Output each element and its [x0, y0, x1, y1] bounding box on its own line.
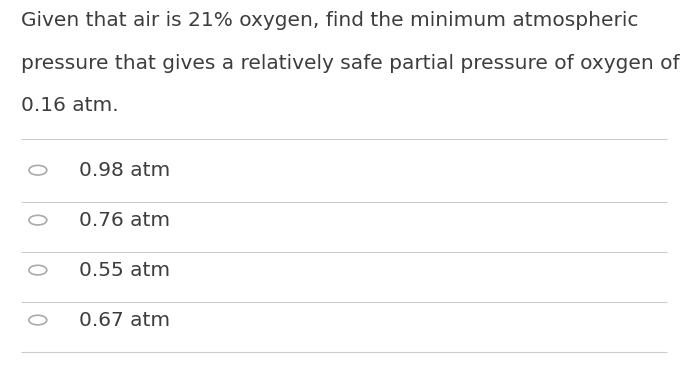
Text: 0.67 atm: 0.67 atm	[79, 310, 170, 330]
Text: pressure that gives a relatively safe partial pressure of oxygen of: pressure that gives a relatively safe pa…	[21, 54, 679, 73]
Text: 0.98 atm: 0.98 atm	[79, 161, 171, 180]
Text: Given that air is 21% oxygen, find the minimum atmospheric: Given that air is 21% oxygen, find the m…	[21, 11, 638, 30]
Text: 0.16 atm.: 0.16 atm.	[21, 96, 118, 115]
Text: 0.55 atm: 0.55 atm	[79, 260, 170, 280]
Text: 0.76 atm: 0.76 atm	[79, 211, 170, 230]
